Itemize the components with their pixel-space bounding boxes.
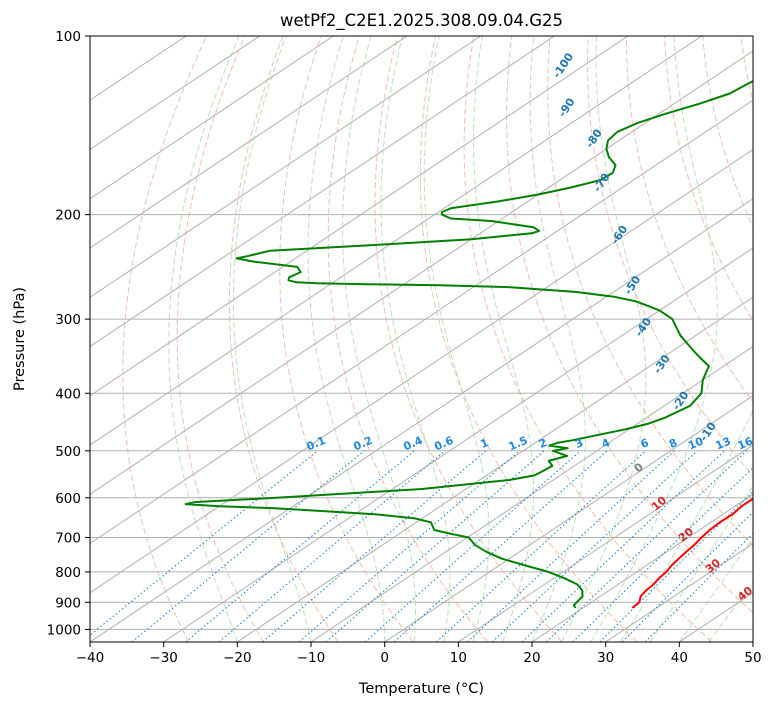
dewpoint-trace <box>184 80 753 609</box>
isotherm-line <box>90 198 753 642</box>
isotherm-line <box>90 36 629 397</box>
x-axis-label: Temperature (°C) <box>358 681 484 697</box>
y-axis-label: Pressure (hPa) <box>12 287 28 391</box>
moist-adiabat <box>561 36 647 642</box>
chart-title: wetPf2_C2E1.2025.308.09.04.G25 <box>280 11 563 31</box>
isotherm-gridlines <box>90 36 753 642</box>
y-tick-label: 200 <box>55 208 81 224</box>
dry-adiabat <box>419 36 638 642</box>
temperature-trace <box>631 497 753 609</box>
axes: −40 −30 −20 −10 0 10 20 30 40 50 100 200 300 400 500 60… <box>47 29 762 666</box>
isotherm-line <box>458 444 753 642</box>
moist-adiabat <box>423 36 490 642</box>
isotherm-line <box>90 36 555 348</box>
dry-adiabat <box>327 36 488 642</box>
x-tick-label: 0 <box>380 650 389 666</box>
isotherm-line <box>90 36 260 151</box>
y-tick-label: 800 <box>55 565 81 581</box>
mixing-ratio-line <box>393 450 608 642</box>
mixing-ratio-lines <box>90 450 753 642</box>
moist-adiabat <box>619 409 753 642</box>
mixing-ratio-line <box>298 450 520 642</box>
isotherm-line <box>90 36 334 200</box>
dry-adiabat <box>176 36 264 642</box>
moist-adiabat <box>649 485 753 642</box>
isotherm-line <box>237 296 753 642</box>
mixing-ratio-line <box>364 450 581 642</box>
dry-adiabat <box>547 36 753 547</box>
isotherm-line <box>163 247 753 642</box>
dry-adiabat <box>279 36 414 642</box>
dry-adiabat <box>122 36 208 642</box>
isotherm-line <box>90 36 408 249</box>
mixing-ratio-label: 16 <box>736 434 755 452</box>
y-tick-label: 900 <box>55 595 81 611</box>
dry-adiabat <box>586 36 753 477</box>
mixing-ratio-line <box>325 450 545 642</box>
mixing-ratio-line <box>185 450 415 642</box>
moist-adiabat <box>307 36 386 642</box>
isotherm-line <box>90 99 753 545</box>
x-tick-label: 40 <box>671 650 688 666</box>
moist-adiabat <box>232 36 312 642</box>
plot-frame <box>89 35 754 643</box>
y-tick-label: 300 <box>55 312 81 328</box>
dry-adiabat <box>505 36 753 614</box>
moist-adiabat <box>590 36 718 642</box>
isotherm-line <box>90 36 481 298</box>
dry-adiabat <box>463 36 713 642</box>
mixing-ratio-label: 10 <box>686 434 705 452</box>
x-tick-label: 30 <box>597 650 614 666</box>
isotherm-line <box>90 50 753 495</box>
x-tick-label: 50 <box>744 650 761 666</box>
x-tick-label: 10 <box>450 650 467 666</box>
mixing-ratio-line <box>131 450 365 642</box>
mixing-ratio-line <box>599 490 753 642</box>
mixing-ratio-line <box>90 450 318 637</box>
isotherm-line <box>310 345 753 642</box>
moist-adiabat <box>342 36 416 642</box>
isotherm-line <box>90 148 753 594</box>
mixing-ratio-line <box>622 511 753 642</box>
moist-adiabat <box>168 36 240 642</box>
mixing-ratio-line <box>572 467 753 642</box>
x-tick-label: 20 <box>523 650 540 666</box>
x-tick-label: −10 <box>297 650 326 666</box>
y-tick-label: 100 <box>55 29 81 45</box>
x-tick-label: −40 <box>76 650 105 666</box>
mixing-ratio-line <box>545 450 748 642</box>
isotherm-line <box>384 395 753 642</box>
isotherm-line <box>90 36 702 446</box>
moist-adiabat <box>529 36 586 642</box>
dry-adiabat <box>625 36 753 403</box>
mixing-ratio-line <box>218 450 446 642</box>
mixing-ratio-line <box>644 532 753 642</box>
y-tick-label: 1000 <box>47 622 81 638</box>
x-tick-label: −30 <box>149 650 178 666</box>
y-tick-label: 400 <box>55 386 81 402</box>
sounding-traces <box>184 80 753 609</box>
mixing-ratio-label: 13 <box>714 435 733 453</box>
moist-adiabat <box>472 36 535 642</box>
y-tick-label: 700 <box>55 531 81 547</box>
y-tick-label: 600 <box>55 491 81 507</box>
y-tick-label: 500 <box>55 444 81 460</box>
mixing-ratio-line <box>491 450 698 642</box>
isotherm-line <box>531 493 753 642</box>
mixing-ratio-line <box>521 450 725 642</box>
isobar-gridlines <box>90 36 753 630</box>
x-tick-label: −20 <box>223 650 252 666</box>
